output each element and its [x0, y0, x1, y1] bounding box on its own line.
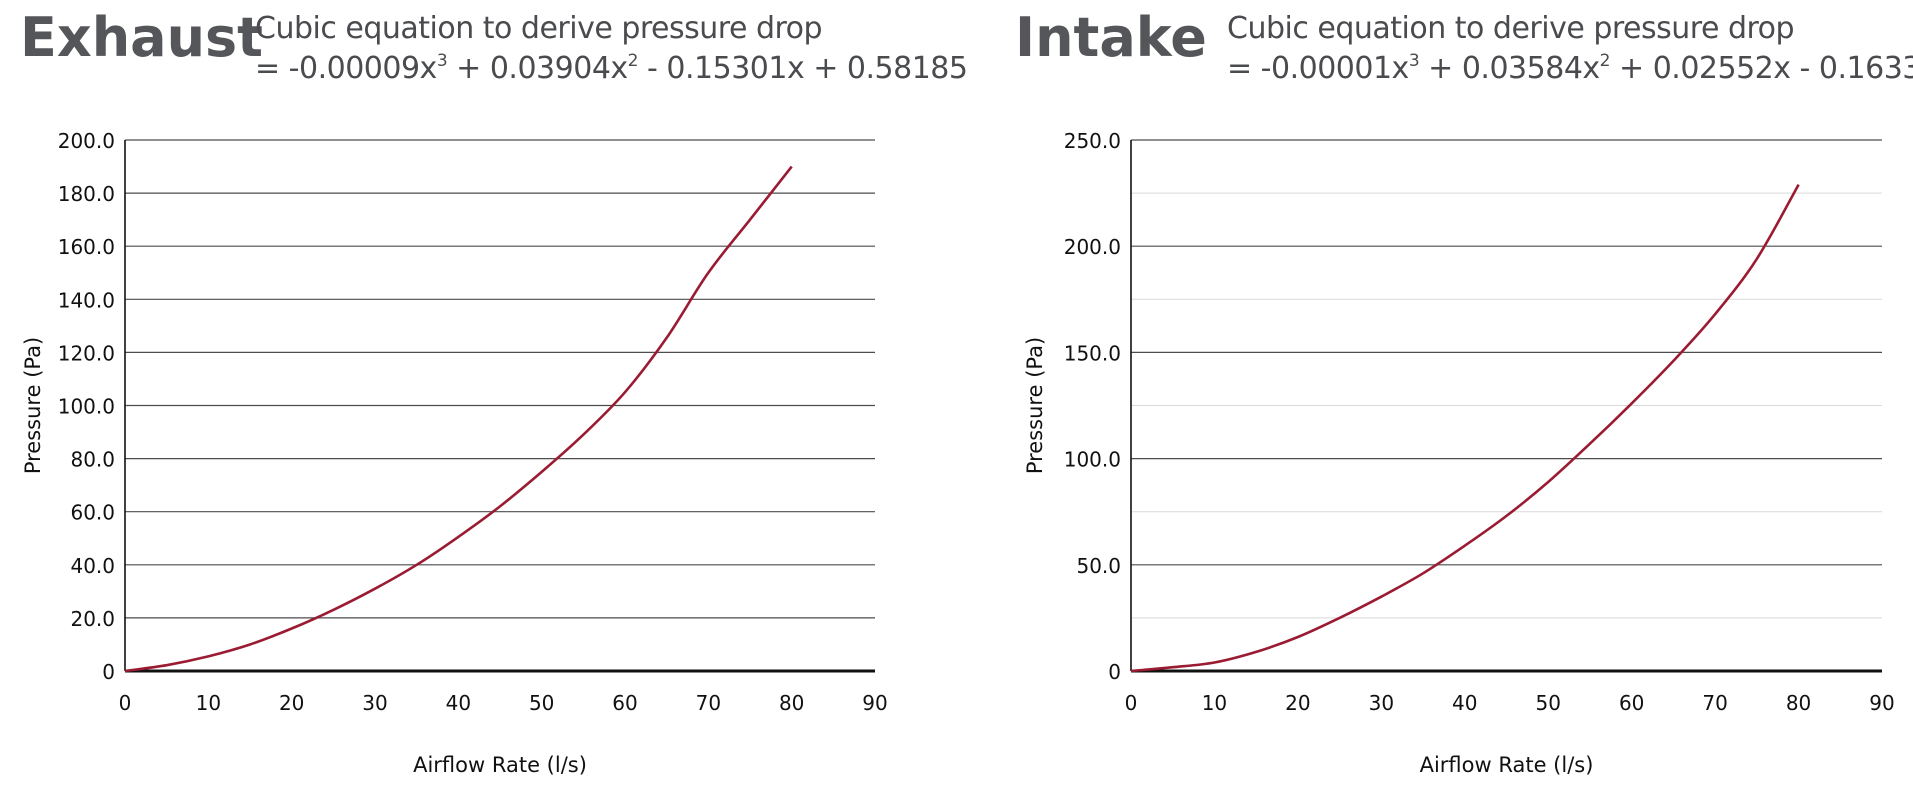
x-tick-label: 50 [529, 691, 554, 715]
eq-exponent: 3 [436, 51, 448, 71]
eq-part: = -0.00009x [255, 51, 437, 86]
y-tick-label: 40.0 [70, 554, 115, 578]
x-tick-label: 0 [119, 691, 132, 715]
intake-series-line [1130, 183, 1800, 673]
y-tick-label: 140.0 [58, 288, 115, 312]
intake-gridlines [1131, 139, 1882, 619]
x-tick-label: 30 [1369, 691, 1394, 715]
y-tick-label: 200.0 [58, 129, 115, 153]
intake-equation-formula: = -0.00001x3 + 0.03584x2 + 0.02552x - 0.… [1227, 49, 1913, 89]
x-tick-label: 60 [1619, 691, 1644, 715]
y-tick-label: 60.0 [70, 501, 115, 525]
intake-panel: Intake Cubic equation to derive pressure… [1005, 0, 1913, 788]
x-tick-label: 70 [1702, 691, 1727, 715]
exhaust-panel: Exhaust Cubic equation to derive pressur… [0, 0, 968, 788]
eq-exponent: 2 [1599, 51, 1611, 71]
exhaust-chart: 0 20.0 40.0 60.0 80.0 100.0 120.0 140.0 160.0 180… [21, 129, 888, 777]
y-tick-label: 80.0 [70, 448, 115, 472]
x-tick-label: 10 [196, 691, 221, 715]
exhaust-equation-formula: = -0.00009x3 + 0.03904x2 - 0.15301x + 0.… [255, 49, 968, 89]
eq-part: - 0.15301x + 0.58185 [638, 51, 968, 86]
intake-series [1130, 183, 1800, 673]
exhaust-series [124, 165, 793, 673]
x-tick-label: 20 [1285, 691, 1310, 715]
y-tick-label: 200.0 [1064, 235, 1121, 259]
x-tick-label: 30 [362, 691, 387, 715]
y-tick-label: 100.0 [58, 395, 115, 419]
exhaust-x-axis-label: Airflow Rate (l/s) [413, 753, 587, 777]
x-tick-label: 10 [1202, 691, 1227, 715]
exhaust-x-ticks: 0 10 20 30 40 50 60 70 80 90 [119, 691, 888, 715]
intake-equation: Cubic equation to derive pressure drop =… [1227, 9, 1913, 89]
exhaust-equation: Cubic equation to derive pressure drop =… [255, 9, 968, 89]
exhaust-series-line [124, 165, 793, 673]
x-tick-label: 20 [279, 691, 304, 715]
y-tick-label: 150.0 [1064, 341, 1121, 365]
eq-exponent: 3 [1408, 51, 1420, 71]
x-tick-label: 80 [1786, 691, 1811, 715]
intake-y-axis-label: Pressure (Pa) [1023, 337, 1047, 474]
x-tick-label: 80 [779, 691, 804, 715]
x-tick-label: 60 [612, 691, 637, 715]
intake-x-ticks: 0 10 20 30 40 50 60 70 80 90 [1125, 691, 1895, 715]
eq-part: + 0.02552x - 0.16330 [1610, 51, 1913, 86]
x-tick-label: 0 [1125, 691, 1138, 715]
intake-heading: Intake [1015, 6, 1207, 69]
exhaust-y-axis-label: Pressure (Pa) [21, 337, 45, 474]
x-tick-label: 40 [1452, 691, 1477, 715]
y-tick-label: 0 [1108, 660, 1121, 684]
y-tick-label: 20.0 [70, 607, 115, 631]
exhaust-heading: Exhaust [20, 6, 263, 69]
exhaust-y-ticks: 0 20.0 40.0 60.0 80.0 100.0 120.0 140.0 160.0 180… [58, 129, 115, 684]
x-tick-label: 90 [862, 691, 887, 715]
y-tick-label: 250.0 [1064, 129, 1121, 153]
y-tick-label: 160.0 [58, 235, 115, 259]
y-tick-label: 180.0 [58, 182, 115, 206]
y-tick-label: 0 [102, 660, 115, 684]
x-tick-label: 40 [446, 691, 471, 715]
y-tick-label: 100.0 [1064, 448, 1121, 472]
eq-part: = -0.00001x [1227, 51, 1409, 86]
y-tick-label: 120.0 [58, 341, 115, 365]
x-tick-label: 70 [696, 691, 721, 715]
intake-y-ticks: 0 50.0 100.0 150.0 200.0 250.0 [1064, 129, 1121, 684]
eq-part: + 0.03584x [1419, 51, 1600, 86]
eq-part: + 0.03904x [447, 51, 628, 86]
y-tick-label: 50.0 [1076, 554, 1121, 578]
intake-axes [1130, 140, 1882, 673]
exhaust-equation-caption: Cubic equation to derive pressure drop [255, 11, 823, 46]
x-tick-label: 90 [1869, 691, 1894, 715]
exhaust-gridlines [125, 139, 875, 619]
eq-exponent: 2 [627, 51, 639, 71]
intake-x-axis-label: Airflow Rate (l/s) [1420, 753, 1594, 777]
intake-equation-caption: Cubic equation to derive pressure drop [1227, 11, 1795, 46]
intake-chart: 0 50.0 100.0 150.0 200.0 250.0 0 10 20 30 40 50 60 7… [1023, 129, 1895, 777]
x-tick-label: 50 [1535, 691, 1560, 715]
exhaust-axes [124, 140, 875, 673]
